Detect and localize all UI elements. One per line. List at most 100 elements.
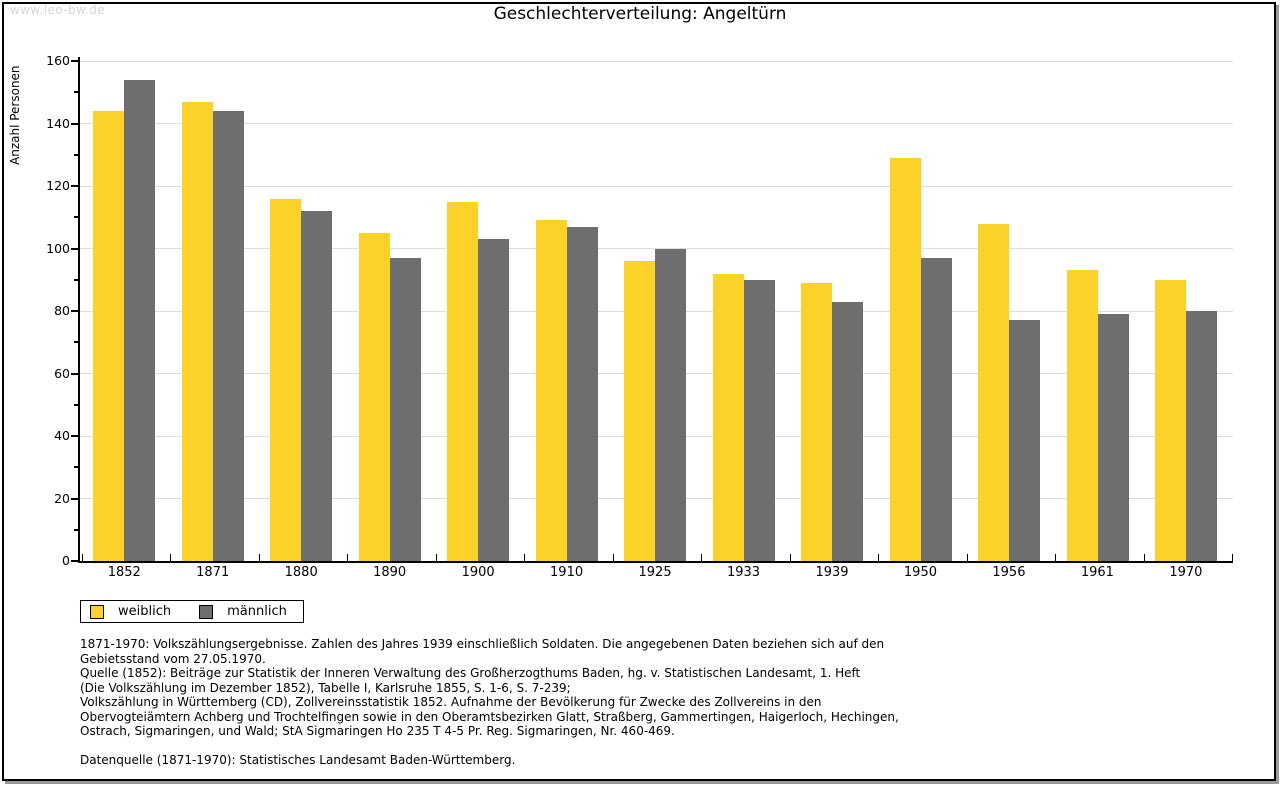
x-tick-4 xyxy=(435,554,437,561)
bar-männlich-1890 xyxy=(389,257,421,561)
bar-männlich-1910 xyxy=(566,226,598,561)
y-tick-label-100: 100 xyxy=(46,240,70,256)
legend-item-weiblich: weiblich xyxy=(90,604,171,619)
x-axis-labels: 1852 1871 1880 1890 1900 1910 1925 1933 1939 1950… xyxy=(80,565,1230,580)
bar-group-1880 xyxy=(270,57,333,561)
bar-group-1925 xyxy=(624,57,687,561)
x-label-1939: 1939 xyxy=(815,565,849,580)
x-label-1925: 1925 xyxy=(638,565,672,580)
gridline-120 xyxy=(80,185,1233,187)
x-tick-13 xyxy=(1232,554,1233,561)
y-tick-label-0: 0 xyxy=(62,553,70,568)
chart-title: Geschlechterverteilung: Angeltürn xyxy=(493,4,787,24)
bar-group-1933 xyxy=(712,57,775,561)
x-label-1900: 1900 xyxy=(461,565,495,580)
bar-group-1970 xyxy=(1155,57,1218,561)
x-label-1880: 1880 xyxy=(284,565,318,580)
y-minor-tick-10 xyxy=(74,528,78,531)
bar-group-1852 xyxy=(93,57,156,561)
bar-group-1956 xyxy=(978,57,1041,561)
bar-männlich-1939 xyxy=(832,301,864,561)
y-tick-label-140: 140 xyxy=(46,115,70,131)
bar-weiblich-1900 xyxy=(447,201,479,561)
legend-label-weiblich: weiblich xyxy=(118,604,172,619)
legend-label-männlich: männlich xyxy=(227,604,287,619)
y-tick-60 xyxy=(71,372,78,375)
bar-group-1950 xyxy=(889,57,952,561)
x-label-1961: 1961 xyxy=(1080,565,1114,580)
y-tick-140 xyxy=(71,122,78,125)
y-tick-label-120: 120 xyxy=(46,178,70,193)
y-tick-label-40: 40 xyxy=(54,428,70,443)
bar-weiblich-1939 xyxy=(801,282,833,561)
bar-männlich-1950 xyxy=(920,257,952,561)
bar-weiblich-1956 xyxy=(978,223,1010,561)
x-label-1910: 1910 xyxy=(550,565,584,580)
y-tick-label-60: 60 xyxy=(54,365,70,381)
bar-weiblich-1961 xyxy=(1066,270,1098,561)
bar-group-1939 xyxy=(801,57,864,561)
bar-weiblich-1852 xyxy=(93,111,125,561)
x-tick-3 xyxy=(347,554,348,561)
bar-männlich-1925 xyxy=(655,248,687,561)
x-label-1890: 1890 xyxy=(373,565,407,580)
x-tick-1 xyxy=(170,554,171,561)
bar-männlich-1852 xyxy=(124,79,156,561)
x-label-1956: 1956 xyxy=(992,565,1026,580)
bar-weiblich-1933 xyxy=(712,273,744,561)
y-minor-tick-110 xyxy=(74,216,78,219)
bar-group-1890 xyxy=(358,57,421,561)
y-axis-title: Anzahl Personen xyxy=(8,65,22,165)
legend-swatch-männlich xyxy=(199,604,214,619)
x-tick-5 xyxy=(524,554,525,561)
x-label-1852: 1852 xyxy=(107,565,141,580)
bar-männlich-1900 xyxy=(478,239,510,561)
footnote-sources: 1871-1970: Volkszählungsergebnisse. Zahl… xyxy=(80,637,899,739)
y-minor-tick-150 xyxy=(74,91,78,94)
bar-group-1900 xyxy=(447,57,510,561)
y-tick-120 xyxy=(71,185,78,187)
footnote-line: (Die Volkszählung im Dezember 1852), Tab… xyxy=(80,680,571,695)
x-label-1950: 1950 xyxy=(903,565,937,580)
bar-group-1961 xyxy=(1066,57,1129,561)
y-tick-160 xyxy=(71,60,78,62)
x-label-1933: 1933 xyxy=(726,565,761,580)
x-label-1970: 1970 xyxy=(1169,565,1203,580)
x-tick-8 xyxy=(789,554,791,561)
x-tick-11 xyxy=(1055,554,1056,561)
x-tick-10 xyxy=(966,554,968,561)
y-minor-tick-130 xyxy=(74,153,78,156)
bar-weiblich-1890 xyxy=(358,232,390,561)
bar-männlich-1871 xyxy=(212,111,244,561)
y-minor-tick-30 xyxy=(74,466,78,469)
y-minor-tick-70 xyxy=(74,341,78,344)
bar-group-1871 xyxy=(181,57,244,561)
bar-männlich-1970 xyxy=(1186,311,1218,561)
y-tick-40 xyxy=(71,435,78,437)
bar-männlich-1961 xyxy=(1097,314,1129,561)
bar-weiblich-1880 xyxy=(270,198,302,561)
bar-weiblich-1950 xyxy=(889,157,921,561)
legend-item-männlich: männlich xyxy=(199,604,287,619)
bar-group-1910 xyxy=(535,57,598,561)
bar-männlich-1933 xyxy=(743,279,775,561)
x-tick-0 xyxy=(81,554,83,561)
bar-männlich-1880 xyxy=(301,211,333,561)
bar-weiblich-1970 xyxy=(1155,279,1187,561)
y-minor-tick-50 xyxy=(74,403,78,406)
gridline-140 xyxy=(80,123,1233,124)
y-tick-100 xyxy=(71,247,78,250)
y-tick-0 xyxy=(71,560,78,562)
y-tick-20 xyxy=(71,497,78,500)
x-tick-9 xyxy=(878,554,879,561)
y-tick-label-20: 20 xyxy=(54,490,70,506)
x-label-1871: 1871 xyxy=(196,565,230,580)
footnote-line: Datenquelle (1871-1970): Statistisches L… xyxy=(80,752,516,767)
x-tick-6 xyxy=(612,554,614,561)
bar-weiblich-1925 xyxy=(624,261,656,561)
x-tick-2 xyxy=(258,554,260,561)
gridline-160 xyxy=(80,60,1233,62)
footnote-line: Gebietsstand vom 27.05.1970. xyxy=(80,651,266,666)
y-minor-tick-90 xyxy=(74,278,78,281)
leo-bw-watermark: www.leo-bw.de xyxy=(10,3,106,17)
